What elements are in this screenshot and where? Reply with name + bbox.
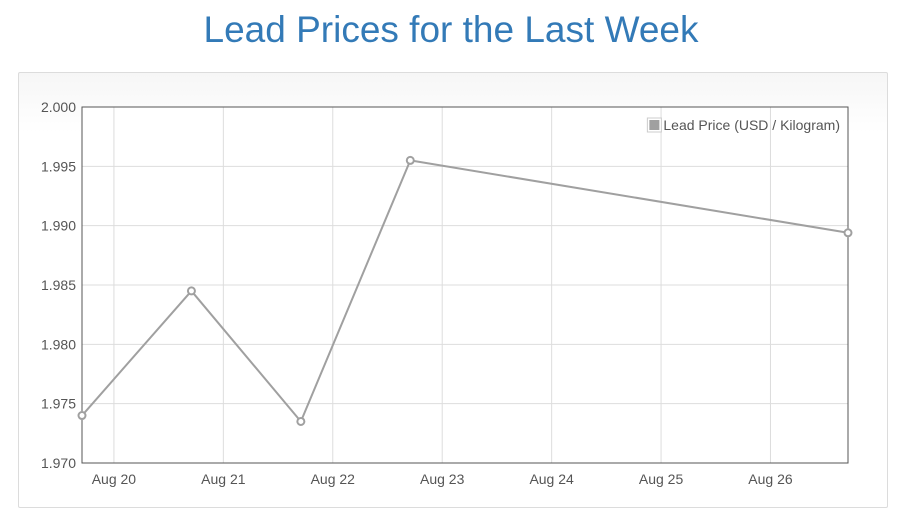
- x-tick-label: Aug 26: [748, 471, 793, 487]
- data-point: [843, 228, 853, 238]
- legend-label: Lead Price (USD / Kilogram): [663, 117, 840, 133]
- y-tick-label: 1.995: [41, 158, 76, 174]
- y-tick-label: 2.000: [41, 99, 76, 115]
- legend-swatch: [649, 120, 660, 130]
- y-tick-label: 1.970: [41, 455, 76, 471]
- line-chart: 1.970 1.975 1.980 1.985 1.990 1.995 2.000 Aug 2…: [41, 99, 853, 487]
- x-tick-label: Aug 24: [529, 471, 574, 487]
- data-point: [186, 286, 196, 296]
- data-point: [405, 155, 415, 165]
- x-tick-label: Aug 20: [92, 471, 137, 487]
- data-point: [77, 411, 87, 421]
- chart-panel: 1.970 1.975 1.980 1.985 1.990 1.995 2.000 Aug 2…: [18, 72, 888, 508]
- y-tick-label: 1.980: [41, 336, 76, 352]
- y-tick-label: 1.975: [41, 396, 76, 412]
- x-tick-label: Aug 23: [420, 471, 465, 487]
- y-tick-label: 1.985: [41, 277, 76, 293]
- x-tick-label: Aug 22: [311, 471, 356, 487]
- y-tick-label: 1.990: [41, 218, 76, 234]
- x-tick-label: Aug 25: [639, 471, 684, 487]
- x-tick-label: Aug 21: [201, 471, 246, 487]
- data-point: [296, 416, 306, 426]
- plot-border: [81, 106, 849, 464]
- page-title: Lead Prices for the Last Week: [203, 9, 699, 50]
